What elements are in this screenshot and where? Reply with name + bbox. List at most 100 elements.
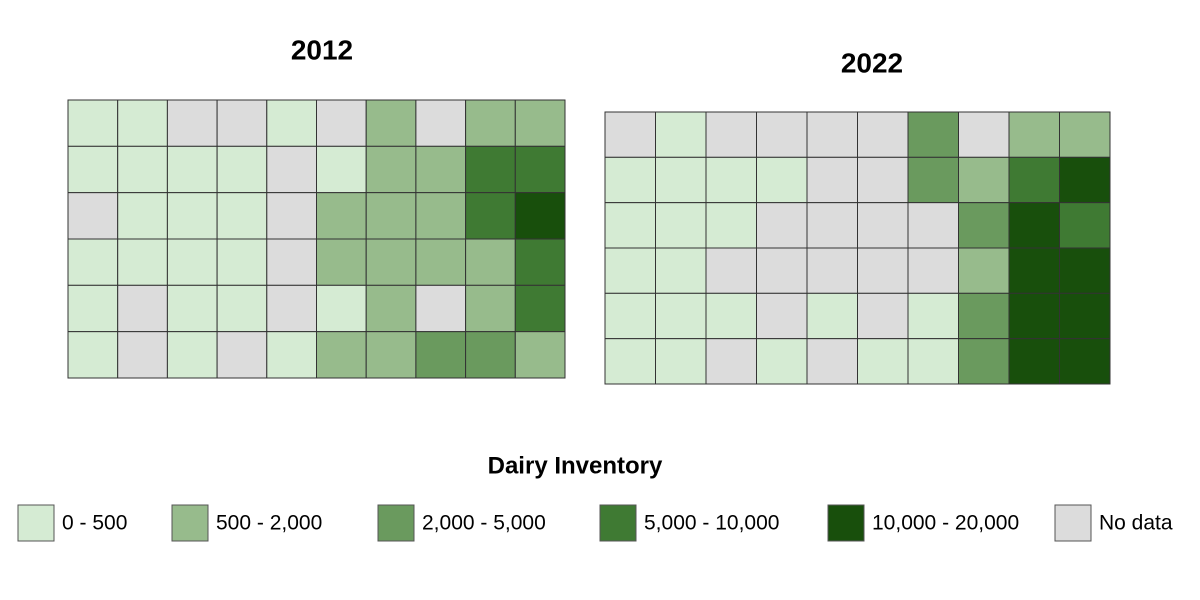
county <box>216 99 268 147</box>
county <box>216 284 268 333</box>
county <box>907 156 959 204</box>
county <box>1059 292 1111 340</box>
county <box>705 338 757 385</box>
county <box>1008 292 1060 340</box>
county <box>907 111 959 158</box>
county <box>415 284 467 333</box>
county <box>117 238 168 286</box>
county <box>514 192 566 240</box>
county <box>365 284 417 333</box>
county <box>958 156 1010 204</box>
county <box>907 292 959 340</box>
county <box>316 192 367 240</box>
county <box>67 192 119 240</box>
county <box>1008 247 1060 294</box>
county <box>514 99 566 147</box>
county <box>266 238 317 286</box>
legend-label: No data <box>1099 512 1173 535</box>
county <box>857 292 909 340</box>
county <box>266 331 317 379</box>
county <box>655 292 707 340</box>
county <box>117 284 168 333</box>
county <box>1059 247 1111 294</box>
county <box>415 192 467 240</box>
county <box>1059 156 1111 204</box>
county <box>806 247 858 294</box>
county <box>465 145 516 194</box>
county <box>415 331 467 379</box>
county <box>857 111 909 158</box>
county <box>806 111 858 158</box>
county <box>958 111 1010 158</box>
county <box>655 338 707 385</box>
county <box>1059 338 1111 385</box>
county <box>958 292 1010 340</box>
county <box>756 247 808 294</box>
county <box>67 145 119 194</box>
legend-label: 10,000 - 20,000 <box>872 512 1019 535</box>
county <box>117 331 168 379</box>
county <box>166 331 218 379</box>
county <box>67 331 119 379</box>
county <box>166 192 218 240</box>
county <box>756 111 808 158</box>
county <box>958 247 1010 294</box>
county <box>705 202 757 249</box>
county <box>465 331 516 379</box>
legend-swatch <box>827 504 865 542</box>
legend-swatch <box>599 504 637 542</box>
county <box>958 338 1010 385</box>
county <box>756 202 808 249</box>
county <box>1059 111 1111 158</box>
county <box>365 331 417 379</box>
county <box>365 192 417 240</box>
county <box>1059 202 1111 249</box>
county <box>166 284 218 333</box>
county <box>117 99 168 147</box>
county <box>266 145 317 194</box>
county <box>1008 338 1060 385</box>
county <box>166 145 218 194</box>
county <box>316 284 367 333</box>
legend-swatch <box>171 504 209 542</box>
county <box>316 99 367 147</box>
county <box>907 202 959 249</box>
county <box>67 99 119 147</box>
county <box>365 99 417 147</box>
county <box>365 238 417 286</box>
county <box>806 156 858 204</box>
county <box>604 202 656 249</box>
county <box>266 192 317 240</box>
county <box>655 156 707 204</box>
county <box>806 202 858 249</box>
legend-swatch <box>17 504 55 542</box>
legend-label: 500 - 2,000 <box>216 512 322 535</box>
county <box>514 331 566 379</box>
county <box>958 202 1010 249</box>
legend-label: 0 - 500 <box>62 512 127 535</box>
county <box>1008 202 1060 249</box>
county <box>67 284 119 333</box>
county <box>756 338 808 385</box>
county <box>514 145 566 194</box>
legend-title: Dairy Inventory <box>488 452 663 479</box>
county <box>655 202 707 249</box>
county <box>166 238 218 286</box>
county <box>266 99 317 147</box>
legend-swatch <box>1054 504 1092 542</box>
county <box>415 238 467 286</box>
county <box>465 192 516 240</box>
map-title: 2012 <box>291 34 353 65</box>
county <box>117 145 168 194</box>
county <box>806 338 858 385</box>
county <box>857 247 909 294</box>
county <box>705 156 757 204</box>
county <box>1008 156 1060 204</box>
county <box>655 247 707 294</box>
county <box>604 111 656 158</box>
county <box>415 99 467 147</box>
map-title: 2022 <box>841 47 903 78</box>
county <box>216 331 268 379</box>
legend-swatch <box>377 504 415 542</box>
